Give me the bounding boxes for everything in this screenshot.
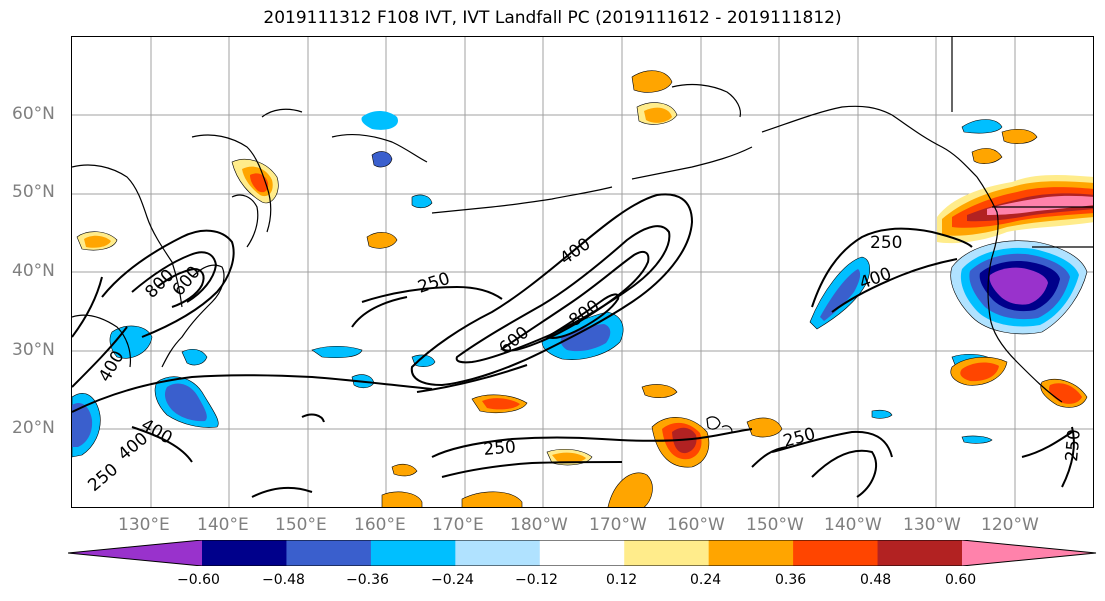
lat-label-40n: 40°N (12, 261, 55, 281)
lon-label-130w: 130°W (903, 515, 961, 535)
lat-label-50n: 50°N (12, 182, 55, 202)
ivt-contours (72, 193, 1075, 498)
lon-label-180w: 180°W (510, 515, 568, 535)
contour-label-250-sw: 250 (84, 460, 122, 496)
colorbar-cell (877, 540, 963, 566)
colorbar-cell (370, 540, 456, 566)
contour-label-250-right: 250 (1062, 428, 1085, 462)
lon-label-170w: 170°W (589, 515, 647, 535)
lat-label-20n: 20°N (12, 418, 55, 438)
colorbar-tick-label: 0.24 (690, 572, 722, 588)
contour-label-250-south: 250 (483, 437, 517, 460)
contour-label-250-mid: 250 (415, 269, 452, 298)
colorbar-tick-label: 0.60 (945, 572, 977, 588)
lon-label-160w: 160°W (667, 515, 725, 535)
colorbar-extend-low (68, 540, 202, 566)
lon-label-150e: 150°E (275, 515, 327, 535)
lon-label-160e: 160°E (354, 515, 406, 535)
colorbar-cell (708, 540, 794, 566)
lon-label-130e: 130°E (118, 515, 170, 535)
map-panel: 250 400 600 800 250 400 800 600 400 400 … (71, 36, 1094, 508)
colorbar-extend-high (962, 540, 1096, 566)
lon-label-140w: 140°W (824, 515, 882, 535)
colorbar-outline (68, 540, 1097, 566)
map-svg: 250 400 600 800 250 400 800 600 400 400 … (72, 37, 1093, 507)
colorbar-cell (286, 540, 372, 566)
lon-label-170e: 170°E (432, 515, 484, 535)
colorbar-tick-label: −0.36 (346, 572, 389, 588)
colorbar-tick-label: 0.48 (860, 572, 892, 588)
lon-label-140e: 140°E (197, 515, 249, 535)
colorbar (68, 540, 1097, 566)
colorbar-tick-label: −0.12 (515, 572, 558, 588)
colorbar-cell (539, 540, 625, 566)
colorbar-cell (455, 540, 541, 566)
lat-label-30n: 30°N (12, 340, 55, 360)
lat-label-60n: 60°N (12, 104, 55, 124)
map-title: 2019111312 F108 IVT, IVT Landfall PC (20… (263, 8, 842, 28)
colorbar-cell (624, 540, 710, 566)
colorbar-tick-label: −0.48 (262, 572, 305, 588)
colorbar-tick-label: −0.24 (431, 572, 474, 588)
colorbar-tick-label: −0.60 (177, 572, 220, 588)
contour-label-250-east: 250 (870, 233, 902, 253)
lon-label-120w: 120°W (981, 515, 1039, 535)
contour-label-250-se: 250 (781, 424, 818, 452)
colorbar-tick-label: 0.12 (606, 572, 638, 588)
colorbar-cell (793, 540, 879, 566)
pc-shading (72, 70, 1093, 507)
lon-label-150w: 150°W (746, 515, 804, 535)
colorbar-cell (202, 540, 287, 566)
colorbar-tick-label: 0.36 (775, 572, 807, 588)
